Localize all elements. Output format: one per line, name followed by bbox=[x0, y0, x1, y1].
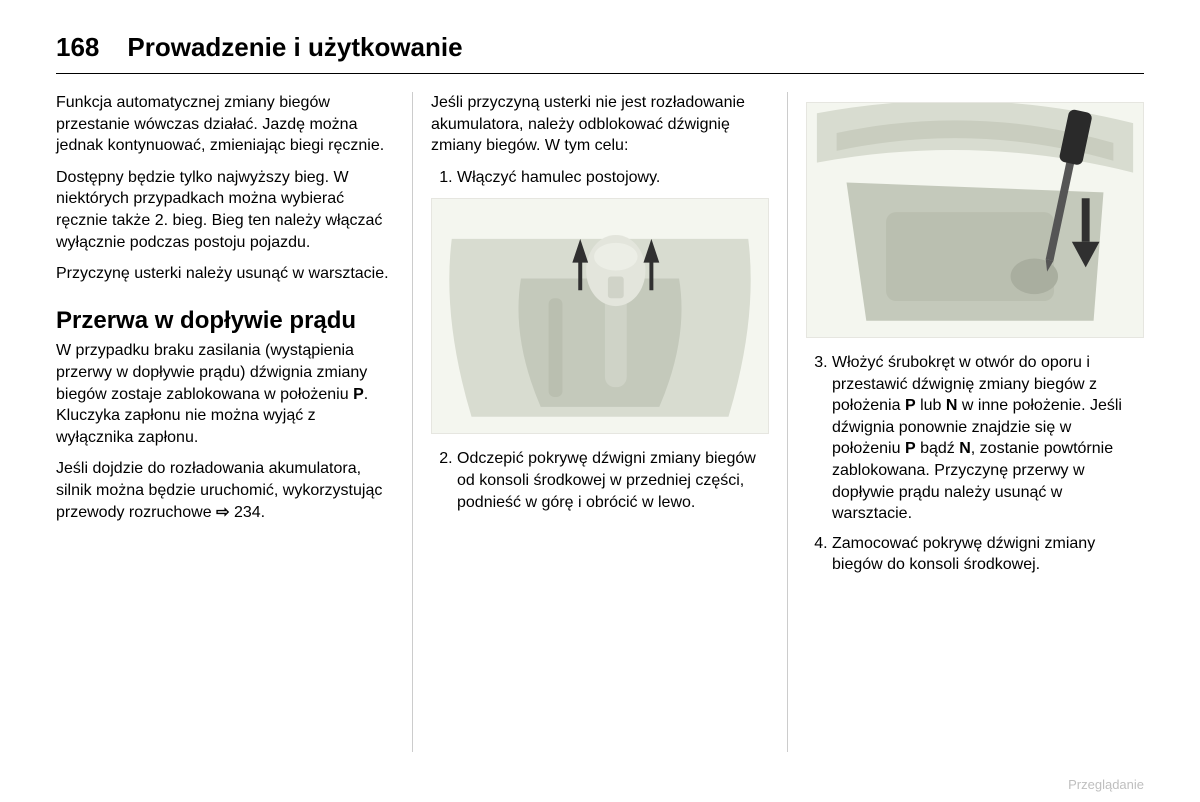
step-item: Zamocować pokrywę dźwigni zmiany biegów … bbox=[832, 533, 1144, 576]
page-reference-number: 234 bbox=[234, 504, 261, 521]
step-item: Włożyć śrubokręt w otwór do oporu i prze… bbox=[832, 352, 1144, 525]
manual-page: 168 Prowadzenie i użytkowanie Funkcja au… bbox=[0, 0, 1200, 802]
gear-position-n: N bbox=[959, 440, 971, 457]
gear-position-n: N bbox=[946, 397, 958, 414]
text: lub bbox=[916, 397, 946, 414]
paragraph: Przyczynę usterki należy usunąć w warszt… bbox=[56, 263, 394, 285]
footer-mode-label: Przeglądanie bbox=[1068, 777, 1144, 792]
figure-screwdriver-release bbox=[806, 102, 1144, 338]
step-list: Odczepić pokrywę dźwigni zmiany biegów o… bbox=[431, 448, 769, 513]
gear-position-p: P bbox=[905, 440, 916, 457]
step-list: Włożyć śrubokręt w otwór do oporu i prze… bbox=[806, 352, 1144, 576]
paragraph: Jeśli dojdzie do rozładowania akumulator… bbox=[56, 458, 394, 523]
column-3: Włożyć śrubokręt w otwór do oporu i prze… bbox=[787, 92, 1144, 752]
content-columns: Funkcja automatycznej zmiany biegów prze… bbox=[56, 92, 1144, 752]
page-header: 168 Prowadzenie i użytkowanie bbox=[56, 32, 1144, 74]
gear-position-p: P bbox=[905, 397, 916, 414]
chapter-title: Prowadzenie i użytkowanie bbox=[127, 32, 462, 63]
section-heading: Przerwa w dopływie prądu bbox=[56, 307, 394, 335]
page-number: 168 bbox=[56, 32, 99, 63]
step-item: Odczepić pokrywę dźwigni zmiany biegów o… bbox=[457, 448, 769, 513]
gear-position-p: P bbox=[353, 386, 364, 403]
figure-gear-lever-cover bbox=[431, 198, 769, 434]
screwdriver-illustration bbox=[807, 103, 1143, 337]
page-reference-icon: ⇨ bbox=[216, 502, 229, 524]
paragraph: Dostępny będzie tylko najwyższy bieg. W … bbox=[56, 167, 394, 253]
paragraph: W przypadku braku zasilania (wystąpienia… bbox=[56, 340, 394, 448]
text: . bbox=[261, 504, 265, 521]
gear-lever-illustration bbox=[432, 199, 768, 433]
step-list: Włączyć hamulec postojowy. bbox=[431, 167, 769, 189]
paragraph: Jeśli przyczyną usterki nie jest rozłado… bbox=[431, 92, 769, 157]
column-1: Funkcja automatycznej zmiany biegów prze… bbox=[56, 92, 412, 752]
paragraph: Funkcja automatycznej zmiany biegów prze… bbox=[56, 92, 394, 157]
text: W przypadku braku zasilania (wystąpienia… bbox=[56, 342, 367, 402]
column-2: Jeśli przyczyną usterki nie jest rozłado… bbox=[412, 92, 787, 752]
text: bądź bbox=[916, 440, 960, 457]
step-item: Włączyć hamulec postojowy. bbox=[457, 167, 769, 189]
